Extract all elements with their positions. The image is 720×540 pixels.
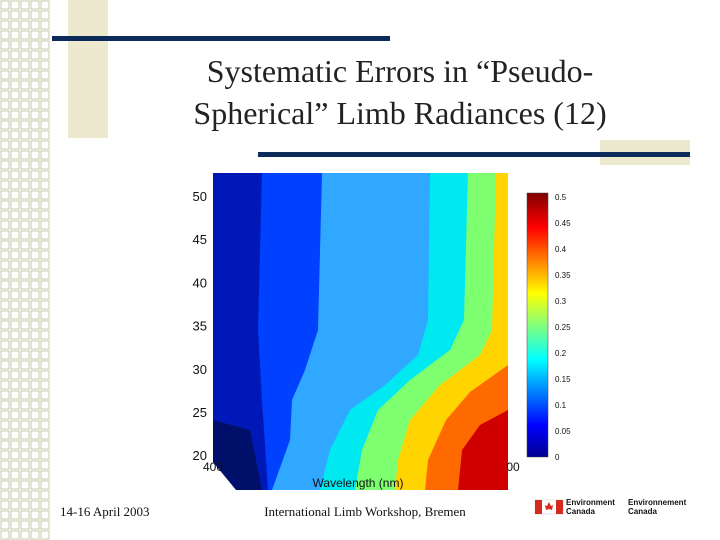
logo-text: Canada (566, 507, 595, 516)
title: Systematic Errors in “Pseudo- (207, 53, 594, 89)
rule (52, 36, 390, 41)
logo: Environment Canada Environnement Canada (534, 498, 687, 516)
plot-corner (213, 462, 236, 490)
contour-plot (213, 173, 508, 490)
colorbar-tick-label: 0.25 (555, 323, 571, 332)
colorbar-tick-label: 0.15 (555, 375, 571, 384)
rule (258, 152, 690, 157)
logo-text: Canada (628, 507, 657, 516)
colorbar-tick-label: 0.35 (555, 271, 571, 280)
y-tick-label: 35 (193, 319, 207, 334)
colorbar-tick-label: 0.2 (555, 349, 567, 358)
colorbar-tick-label: 0.1 (555, 401, 567, 410)
y-tick-label: 50 (193, 189, 207, 204)
y-tick-label: 20 (193, 448, 207, 463)
logo-text: Environment (566, 498, 615, 507)
footer-date: 14-16 April 2003 (60, 504, 150, 519)
y-tick-label: 45 (193, 232, 207, 247)
colorbar-tick-label: 0.3 (555, 297, 567, 306)
colorbar-tick-label: 0 (555, 453, 560, 462)
y-tick-label: 30 (193, 362, 207, 377)
x-tick-label: 00 (506, 460, 520, 474)
colorbar (526, 192, 549, 458)
contour-band (213, 420, 262, 490)
accent-block (68, 0, 108, 138)
colorbar-tick-label: 0.45 (555, 219, 571, 228)
colorbar-tick-label: 0.05 (555, 427, 571, 436)
y-tick-label: 25 (193, 405, 207, 420)
title: Spherical” Limb Radiances (12) (193, 95, 606, 131)
footer-event: International Limb Workshop, Bremen (264, 504, 466, 519)
side-pattern (0, 0, 50, 540)
y-tick-label: 40 (193, 275, 207, 290)
x-tick-label: 400 (203, 460, 223, 474)
x-label: Wavelength (nm) (313, 476, 404, 490)
contour-band (213, 173, 268, 490)
colorbar-tick-label: 0.5 (555, 193, 567, 202)
logo-text: Environnement (628, 498, 687, 507)
colorbar-tick-label: 0.4 (555, 245, 567, 254)
